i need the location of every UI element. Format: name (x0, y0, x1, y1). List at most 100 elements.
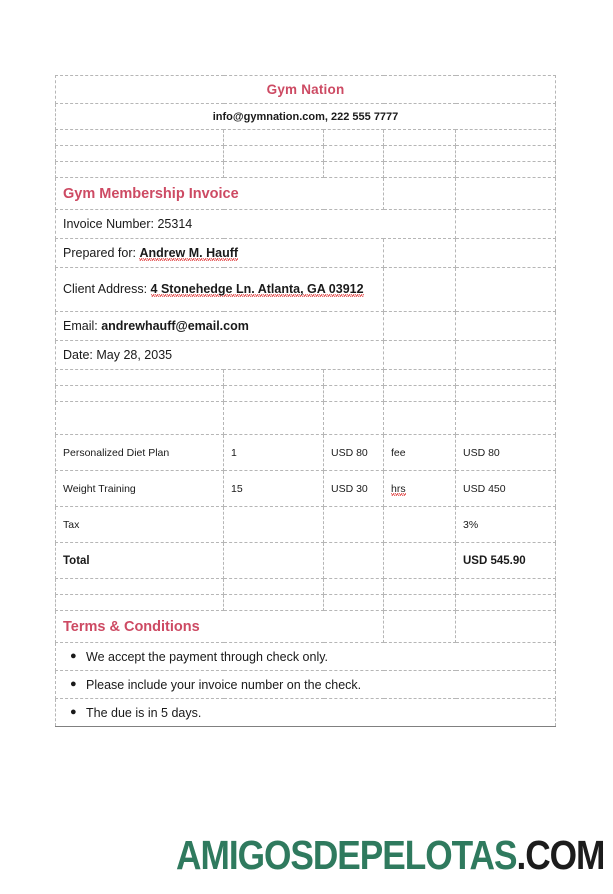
bullet-icon: ● (70, 678, 77, 690)
spacer-cell (323, 385, 384, 402)
item-unit: fee (391, 446, 406, 459)
item-price-cell (323, 542, 384, 579)
company-name-cell: Gym Nation (54, 75, 557, 104)
spacer-cell (454, 311, 557, 341)
table-row: Tax 3% (55, 506, 557, 543)
spacer-row (55, 129, 557, 146)
spacer-cell (383, 238, 456, 268)
list-item: ● The due is in 5 days. (56, 706, 555, 720)
table-row-total: Total USD 545.90 (55, 542, 557, 579)
client-address-row: Client Address: 4 Stonehedge Ln. Atlanta… (55, 267, 557, 312)
spacer-cell (383, 610, 456, 643)
spacer-cell (454, 177, 557, 210)
item-unit-text: hrs (391, 482, 406, 496)
spacer-row (55, 594, 557, 611)
spacer-cell (323, 129, 384, 146)
item-description-cell: Weight Training (55, 470, 224, 507)
bullet-icon: ● (70, 706, 77, 718)
column-header-label: Quantity (231, 412, 278, 424)
terms-item-text: We accept the payment through check only… (86, 649, 329, 664)
list-item: ● Please include your invoice number on t… (56, 678, 555, 692)
spacer-row (55, 385, 557, 402)
spacer-cell (454, 369, 557, 386)
company-contact-row: info@gymnation.com, 222 555 7777 (54, 103, 557, 130)
terms-item-row: ● We accept the payment through check onl… (54, 642, 557, 671)
invoice-heading-cell: Gym Membership Invoice (55, 177, 384, 210)
item-total: USD 450 (463, 482, 506, 495)
spacer-cell (383, 177, 456, 210)
terms-heading-cell: Terms & Conditions (55, 610, 384, 643)
date-value: May 28, 2035 (96, 347, 173, 362)
spacer-cell (383, 267, 456, 312)
bullet-icon: ● (70, 650, 77, 662)
email-cell: Email: andrewhauff@email.com (55, 311, 384, 341)
terms-item-cell: ● We accept the payment through check onl… (54, 642, 557, 671)
item-total-cell: USD 450 (454, 470, 557, 507)
items-table-header-row: Description Quantity Price Total (55, 401, 557, 435)
company-contact: info@gymnation.com, 222 555 7777 (212, 110, 399, 123)
spacer-cell (383, 145, 456, 162)
spacer-cell (454, 610, 557, 643)
terms-item-row: ● Please include your invoice number on t… (54, 670, 557, 699)
item-total-cell: 3% (454, 506, 557, 543)
item-total: USD 80 (463, 446, 500, 459)
spacer-cell (323, 594, 384, 611)
invoice-grid: Gym Nation info@gymnation.com, 222 555 7… (54, 75, 557, 727)
invoice-heading: Gym Membership Invoice (63, 185, 239, 202)
item-unit-cell (383, 542, 456, 579)
item-price: USD 30 (331, 482, 368, 495)
spacer-row (55, 145, 557, 162)
item-description-cell: Personalized Diet Plan (55, 434, 224, 471)
item-total: USD 545.90 (463, 554, 526, 567)
spacer-cell (223, 145, 324, 162)
item-description: Total (63, 554, 90, 567)
spacer-cell (454, 145, 557, 162)
client-address-line: Client Address: 4 Stonehedge Ln. Atlanta… (56, 281, 383, 298)
table-row: Weight Training 15 USD 30 hrs USD 450 (55, 470, 557, 507)
column-header-price: Price (323, 401, 384, 435)
prepared-for-line: Prepared for: Andrew M. Hauff (56, 245, 383, 262)
spacer-cell (383, 129, 456, 146)
item-description-cell: Tax (55, 506, 224, 543)
watermark: AMIGOSDEPELOTAS.COM (86, 832, 613, 879)
invoice-heading-row: Gym Membership Invoice (55, 177, 557, 210)
spacer-row (55, 161, 557, 178)
item-unit-cell (383, 506, 456, 543)
invoice-number-row: Invoice Number: 25314 (55, 209, 557, 239)
prepared-for-row: Prepared for: Andrew M. Hauff (55, 238, 557, 268)
table-row: Personalized Diet Plan 1 USD 80 fee USD … (55, 434, 557, 471)
invoice-sheet: Gym Nation info@gymnation.com, 222 555 7… (54, 75, 557, 727)
column-header-description: Description (55, 401, 224, 435)
email-row: Email: andrewhauff@email.com (55, 311, 557, 341)
item-quantity: 15 (231, 482, 243, 495)
item-price-cell (323, 506, 384, 543)
spacer-cell (383, 311, 456, 341)
watermark-tld: .COM (516, 832, 605, 878)
item-quantity-cell: 15 (223, 470, 324, 507)
item-price: USD 80 (331, 446, 368, 459)
spacer-cell (383, 594, 456, 611)
company-name-row: Gym Nation (54, 75, 557, 104)
spacer-cell (55, 594, 224, 611)
spacer-cell (383, 340, 456, 370)
spacer-cell (55, 369, 224, 386)
spacer-cell (323, 369, 384, 386)
spacer-cell (454, 161, 557, 178)
spacer-cell (383, 385, 456, 402)
item-price-cell: USD 30 (323, 470, 384, 507)
company-name: Gym Nation (266, 82, 345, 97)
invoice-number-cell: Invoice Number: 25314 (55, 209, 456, 239)
spacer-cell (55, 161, 224, 178)
spacer-cell (323, 578, 384, 595)
spacer-cell (223, 161, 324, 178)
list-item: ● We accept the payment through check onl… (56, 650, 555, 664)
spacer-cell (55, 385, 224, 402)
item-description: Weight Training (63, 482, 136, 495)
spacer-row (55, 369, 557, 386)
terms-heading: Terms & Conditions (63, 618, 200, 635)
client-address-cell: Client Address: 4 Stonehedge Ln. Atlanta… (55, 267, 384, 312)
column-header-quantity: Quantity (223, 401, 324, 435)
spacer-cell (223, 385, 324, 402)
spacer-cell (55, 145, 224, 162)
